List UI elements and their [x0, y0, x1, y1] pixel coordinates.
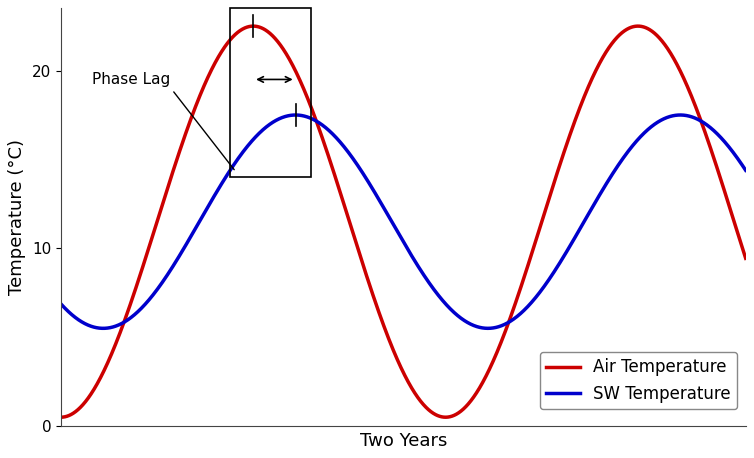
- Air Temperature: [722, 192, 731, 198]
- SW Temperature: [390, 223, 399, 229]
- Air Temperature: [389, 349, 398, 354]
- Line: SW Temperature: SW Temperature: [61, 115, 746, 328]
- SW Temperature: [722, 141, 731, 146]
- Air Temperature: [91, 383, 100, 389]
- SW Temperature: [741, 168, 750, 173]
- Y-axis label: Temperature (°C): Temperature (°C): [8, 139, 26, 295]
- Air Temperature: [371, 300, 380, 306]
- Air Temperature: [596, 60, 605, 65]
- SW Temperature: [372, 192, 381, 197]
- SW Temperature: [91, 325, 100, 330]
- X-axis label: Two Years: Two Years: [360, 432, 447, 450]
- SW Temperature: [291, 112, 300, 118]
- Bar: [230, 8, 311, 177]
- Legend: Air Temperature, SW Temperature: Air Temperature, SW Temperature: [540, 352, 737, 409]
- Air Temperature: [722, 193, 731, 199]
- Air Temperature: [633, 23, 642, 29]
- SW Temperature: [483, 326, 492, 331]
- Air Temperature: [741, 256, 750, 261]
- Line: Air Temperature: Air Temperature: [61, 26, 746, 417]
- SW Temperature: [57, 301, 66, 306]
- Air Temperature: [57, 414, 66, 420]
- Text: Phase Lag: Phase Lag: [92, 72, 234, 170]
- SW Temperature: [596, 190, 605, 196]
- SW Temperature: [722, 141, 731, 147]
